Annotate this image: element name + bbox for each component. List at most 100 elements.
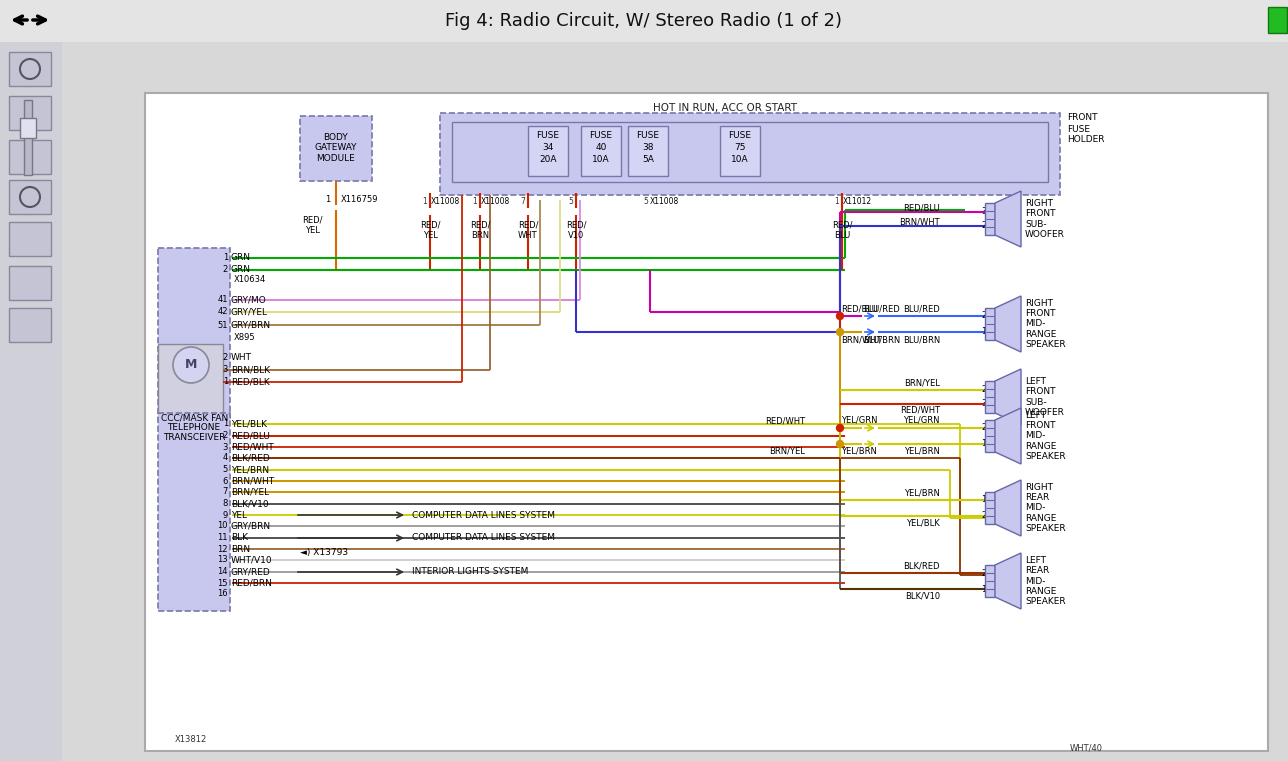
Text: 1: 1 [223, 419, 228, 428]
Bar [985, 381, 996, 413]
Bar [9, 222, 52, 256]
Text: BRN/WHT: BRN/WHT [841, 336, 881, 345]
Bar [985, 308, 996, 340]
Text: RED/
YEL: RED/ YEL [420, 220, 440, 240]
Polygon shape [996, 480, 1021, 536]
Text: GRY/BRN: GRY/BRN [231, 320, 272, 330]
Text: YEL/BRN: YEL/BRN [904, 447, 940, 456]
Bar [452, 122, 1048, 182]
Text: BODY
GATEWAY
MODULE: BODY GATEWAY MODULE [314, 133, 357, 163]
Text: RIGHT
FRONT
SUB-
WOOFER: RIGHT FRONT SUB- WOOFER [1025, 199, 1065, 239]
Bar [24, 100, 32, 175]
Text: 8: 8 [223, 499, 228, 508]
Text: GRY/RED: GRY/RED [231, 568, 270, 577]
Text: WHT/40: WHT/40 [1070, 743, 1103, 753]
Text: GRN: GRN [231, 253, 251, 263]
Text: HOT IN RUN, ACC OR START: HOT IN RUN, ACC OR START [653, 103, 797, 113]
Text: 1: 1 [223, 377, 228, 387]
Text: HOLDER: HOLDER [1066, 135, 1105, 145]
Bar [0, 42, 62, 761]
Bar [300, 116, 372, 181]
Text: RIGHT
FRONT
MID-
RANGE
SPEAKER: RIGHT FRONT MID- RANGE SPEAKER [1025, 299, 1065, 349]
Text: 5: 5 [643, 198, 648, 206]
Bar [629, 126, 668, 176]
Text: X11012: X11012 [844, 198, 872, 206]
Text: GRY/YEL: GRY/YEL [231, 307, 268, 317]
Text: BRN/YEL: BRN/YEL [769, 447, 805, 456]
Polygon shape [996, 191, 1021, 247]
Text: INTERIOR LIGHTS SYSTEM: INTERIOR LIGHTS SYSTEM [412, 568, 528, 577]
Circle shape [836, 425, 844, 431]
Text: LEFT
FRONT
MID-
RANGE
SPEAKER: LEFT FRONT MID- RANGE SPEAKER [1025, 411, 1065, 461]
Text: YEL: YEL [231, 511, 247, 520]
Text: 16: 16 [218, 590, 228, 598]
Circle shape [173, 347, 209, 383]
Text: 2: 2 [981, 311, 987, 320]
Text: 1: 1 [325, 196, 330, 205]
Text: 6: 6 [223, 476, 228, 486]
Bar [21, 118, 36, 138]
Bar [158, 248, 231, 418]
Text: 14: 14 [218, 568, 228, 577]
Text: COMPUTER DATA LINES SYSTEM: COMPUTER DATA LINES SYSTEM [412, 533, 555, 543]
Text: X13812: X13812 [175, 735, 207, 744]
Text: BLU/BRN: BLU/BRN [903, 336, 940, 345]
Bar [158, 344, 223, 414]
Text: WHT/V10: WHT/V10 [231, 556, 273, 565]
Text: 7: 7 [223, 488, 228, 496]
Text: 5: 5 [223, 466, 228, 475]
Text: 9: 9 [223, 511, 228, 520]
Bar [720, 126, 760, 176]
Text: GRN: GRN [231, 266, 251, 275]
Bar [1267, 7, 1287, 33]
Circle shape [836, 313, 844, 320]
Text: 1: 1 [981, 495, 987, 505]
Text: 10A: 10A [732, 155, 748, 164]
Text: RED/BRN: RED/BRN [231, 578, 272, 587]
Text: 10A: 10A [592, 155, 609, 164]
Text: 1: 1 [981, 327, 987, 336]
Bar [9, 140, 52, 174]
Text: 1: 1 [981, 440, 987, 448]
Text: 7: 7 [520, 198, 526, 206]
Text: GRY/MO: GRY/MO [231, 295, 267, 304]
Circle shape [836, 329, 844, 336]
Text: 10: 10 [218, 521, 228, 530]
Bar [985, 565, 996, 597]
Text: 1: 1 [422, 198, 428, 206]
Text: X11008: X11008 [480, 198, 510, 206]
Text: X116759: X116759 [341, 196, 379, 205]
Text: FUSE: FUSE [1066, 125, 1090, 133]
Text: 5A: 5A [641, 155, 654, 164]
Text: RED/
BLU: RED/ BLU [832, 220, 853, 240]
Polygon shape [996, 553, 1021, 609]
Circle shape [836, 441, 844, 447]
Text: FUSE: FUSE [636, 132, 659, 141]
Text: M: M [184, 358, 197, 371]
Text: YEL/BLK: YEL/BLK [907, 518, 940, 527]
Text: FUSE: FUSE [537, 132, 559, 141]
Text: 13: 13 [218, 556, 228, 565]
Text: COMPUTER DATA LINES SYSTEM: COMPUTER DATA LINES SYSTEM [412, 511, 555, 520]
Text: 11: 11 [218, 533, 228, 543]
Text: BLK: BLK [231, 533, 249, 543]
Polygon shape [996, 408, 1021, 464]
Text: 1: 1 [223, 253, 228, 263]
Bar [985, 492, 996, 524]
Bar [9, 96, 52, 130]
Text: RED/
YEL: RED/ YEL [301, 215, 322, 234]
Text: RIGHT
REAR
MID-
RANGE
SPEAKER: RIGHT REAR MID- RANGE SPEAKER [1025, 482, 1065, 533]
Text: 41: 41 [218, 295, 228, 304]
Text: YEL/BRN: YEL/BRN [231, 466, 269, 475]
Text: BLU/RED: BLU/RED [863, 304, 900, 314]
Bar [0, 0, 1288, 42]
Text: 75: 75 [734, 144, 746, 152]
Text: 3: 3 [981, 208, 987, 216]
Text: BLU/BRN: BLU/BRN [863, 336, 900, 345]
Text: 1: 1 [981, 584, 987, 594]
Text: BLK/RED: BLK/RED [231, 454, 269, 463]
Bar [985, 420, 996, 452]
Text: 15: 15 [218, 578, 228, 587]
Text: 20A: 20A [540, 155, 556, 164]
Text: CCC/MASK FAN: CCC/MASK FAN [161, 413, 228, 422]
